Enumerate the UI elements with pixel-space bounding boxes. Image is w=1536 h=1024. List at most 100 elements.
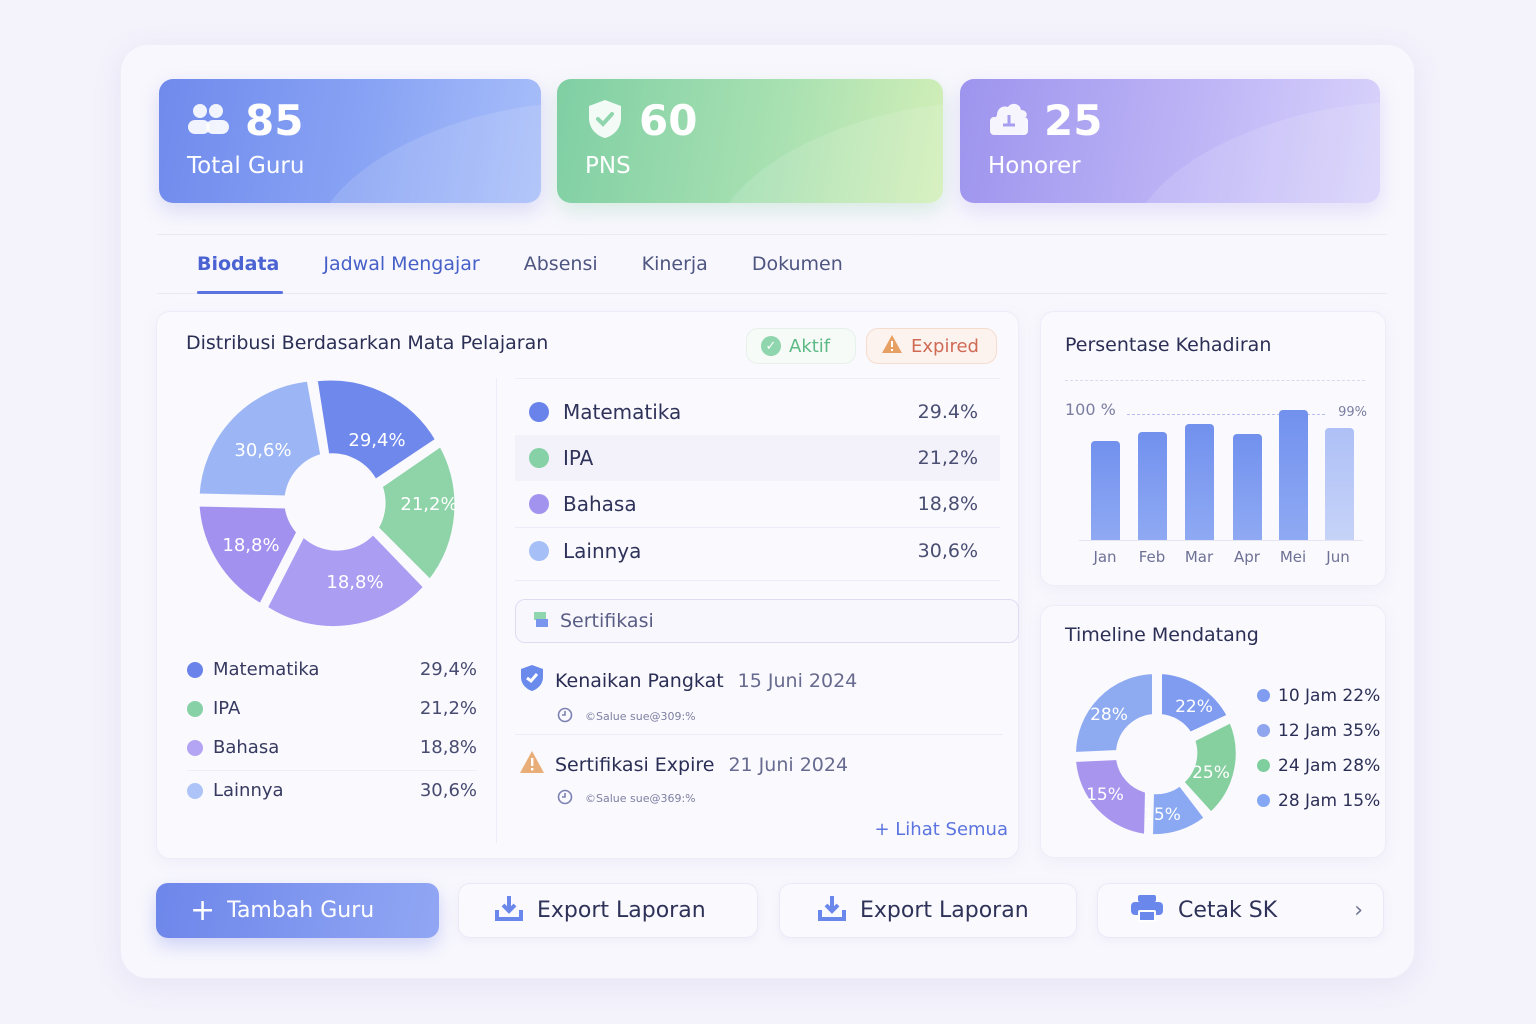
svg-text:28%: 28% — [1090, 705, 1128, 725]
button-label: Cetak SK — [1178, 898, 1278, 923]
print-sk-button[interactable]: Cetak SK › — [1097, 883, 1384, 938]
stat-label: PNS — [585, 153, 631, 179]
shield-icon — [519, 664, 545, 697]
legend-dot — [529, 494, 549, 514]
subject-legend: Matematika 29,4% IPA 21,2% Bahasa 18,8% … — [187, 650, 477, 810]
bar-feb[interactable] — [1138, 432, 1167, 540]
legend-dot — [187, 782, 203, 799]
legend-dot — [187, 700, 203, 717]
event-title: Sertifikasi Expire — [555, 753, 715, 776]
x-label: Mar — [1184, 548, 1214, 566]
event-subtext: ©Salue sue@369:% — [585, 792, 696, 805]
export-report-button[interactable]: Export Laporan — [458, 883, 758, 938]
x-label: Apr — [1234, 548, 1260, 566]
legend-dot — [187, 739, 203, 756]
x-label: Jan — [1093, 548, 1117, 566]
bar-mei[interactable] — [1279, 410, 1308, 540]
legend-item-matematika: Matematika 29,4% — [187, 650, 477, 689]
warning-icon — [519, 750, 545, 779]
distribution-panel: Distribusi Berdasarkan Mata Pelajaran ✓ … — [156, 311, 1019, 859]
legend-item-ipa: IPA 21,2% — [187, 689, 477, 728]
attendance-panel: Persentase Kehadiran 100 % 99% Jan Feb M… — [1040, 311, 1386, 586]
export-report-button-2[interactable]: Export Laporan — [779, 883, 1077, 938]
event-date: 15 Juni 2024 — [737, 669, 858, 692]
status-badge-aktif[interactable]: ✓ Aktif — [746, 328, 856, 364]
x-label: Mei — [1279, 548, 1307, 566]
button-label: Export Laporan — [537, 898, 706, 923]
tab-jadwal-mengajar[interactable]: Jadwal Mengajar — [323, 253, 480, 275]
peak-annotation: 99% — [1338, 405, 1367, 420]
legend-item: 24 Jam 28% — [1257, 748, 1380, 783]
add-teacher-button[interactable]: + Tambah Guru — [156, 883, 439, 938]
svg-text:25%: 25% — [1192, 763, 1230, 783]
tab-dokumen[interactable]: Dokumen — [751, 253, 843, 275]
legend-item: 12 Jam 35% — [1257, 713, 1380, 748]
tab-biodata[interactable]: Biodata — [197, 234, 284, 294]
printer-icon — [1130, 894, 1164, 928]
stat-label: Honorer — [988, 153, 1081, 179]
x-label: Jun — [1326, 548, 1350, 566]
svg-text:22%: 22% — [1175, 697, 1213, 717]
certification-title: Sertifikasi — [560, 610, 654, 632]
event-date: 21 Juni 2024 — [728, 753, 849, 776]
event-subtext: ©Salue sue@309:% — [585, 710, 696, 723]
y-axis-label: 100 % — [1065, 400, 1116, 419]
shield-check-icon — [585, 98, 625, 144]
legend-dot — [529, 402, 549, 422]
x-label: Feb — [1138, 548, 1166, 566]
users-icon — [187, 102, 231, 140]
certification-header[interactable]: Sertifikasi — [515, 599, 1019, 643]
list-item-lainnya[interactable]: Lainnya 30,6% — [515, 527, 1000, 573]
legend-item: 28 Jam 15% — [1257, 783, 1380, 818]
attendance-bar-chart: 100 % 99% Jan Feb Mar Apr Mei Jun — [1065, 380, 1367, 570]
button-label: Tambah Guru — [227, 898, 375, 923]
stat-card-total-guru[interactable]: 85 Total Guru — [159, 79, 541, 203]
badge-label: Expired — [911, 335, 979, 357]
tab-kinerja[interactable]: Kinerja — [641, 253, 708, 275]
badge-label: Aktif — [789, 335, 831, 357]
subject-donut-chart: 29,4% 21,2% 18,8% 18,8% 30,6% — [195, 375, 460, 630]
stat-card-honorer[interactable]: 25 Honorer — [960, 79, 1380, 203]
legend-dot — [187, 661, 203, 678]
status-badge-expired[interactable]: Expired — [866, 328, 997, 364]
event-title: Kenaikan Pangkat — [555, 669, 724, 692]
check-circle-icon: ✓ — [761, 336, 781, 356]
event-divider — [515, 734, 1003, 735]
see-all-link[interactable]: + Lihat Semua — [874, 819, 1008, 840]
button-label: Export Laporan — [860, 898, 1029, 923]
panel-title: Timeline Mendatang — [1065, 624, 1259, 646]
event-item[interactable]: Sertifikasi Expire 21 Juni 2024 ©Salue s… — [519, 750, 1005, 808]
legend-item: 10 Jam 22% — [1257, 678, 1380, 713]
bar-mar[interactable] — [1185, 424, 1214, 540]
list-item-bahasa[interactable]: Bahasa 18,8% — [515, 481, 1000, 527]
column-divider — [496, 378, 497, 843]
stat-value: 85 — [245, 96, 304, 145]
event-item[interactable]: Kenaikan Pangkat 15 Juni 2024 ©Salue sue… — [519, 664, 1005, 726]
download-icon — [818, 894, 846, 928]
svg-text:15%: 15% — [1143, 805, 1181, 825]
legend-dot — [529, 540, 549, 561]
legend-dot — [529, 448, 549, 468]
timeline-legend: 10 Jam 22% 12 Jam 35% 24 Jam 28% 28 Jam … — [1257, 678, 1380, 818]
list-item-ipa[interactable]: IPA 21,2% — [515, 435, 1000, 481]
legend-item-bahasa: Bahasa 18,8% — [187, 728, 477, 767]
plus-icon: + — [190, 892, 216, 928]
stat-value: 25 — [1044, 96, 1103, 145]
panel-title: Persentase Kehadiran — [1065, 334, 1272, 356]
panel-title: Distribusi Berdasarkan Mata Pelajaran — [186, 332, 549, 354]
svg-text:15%: 15% — [1086, 785, 1124, 805]
download-icon — [495, 894, 523, 928]
stat-label: Total Guru — [187, 153, 305, 179]
bar-jan[interactable] — [1091, 441, 1120, 540]
svg-text:21,2%: 21,2% — [400, 494, 457, 515]
svg-text:18,8%: 18,8% — [326, 572, 383, 593]
bar-jun[interactable] — [1325, 428, 1354, 540]
certificate-icon — [532, 610, 550, 633]
list-item-matematika[interactable]: Matematika 29.4% — [515, 389, 1000, 435]
stat-card-pns[interactable]: 60 PNS — [557, 79, 943, 203]
chevron-right-icon: › — [1354, 898, 1363, 923]
clock-icon — [557, 789, 573, 808]
bar-apr[interactable] — [1233, 434, 1262, 540]
stat-value: 60 — [639, 96, 698, 145]
tab-absensi[interactable]: Absensi — [523, 253, 598, 275]
